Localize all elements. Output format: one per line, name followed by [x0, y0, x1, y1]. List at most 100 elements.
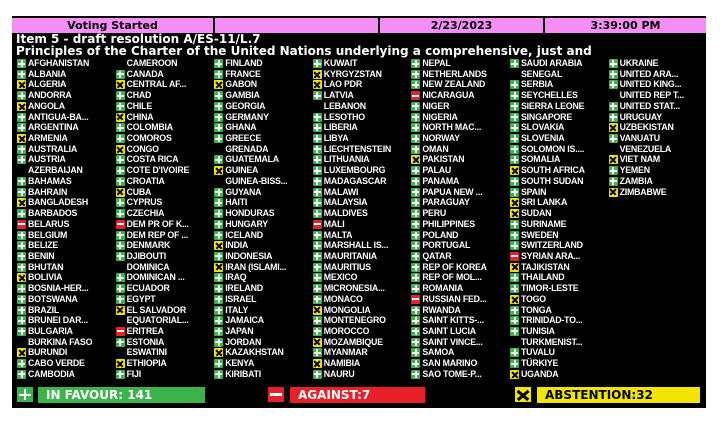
country-column: KUWAIT KYRGYZSTAN LAO PDR LATVIA LEBANON LESO…: [312, 58, 410, 380]
country-name: GHANA: [225, 122, 257, 133]
country-name: SAN MARINO: [422, 358, 478, 369]
plus-icon: [510, 187, 519, 197]
plus-icon: [312, 187, 322, 197]
country-name: ZIMBABWE: [619, 186, 667, 197]
country-name: COSTA RICA: [126, 154, 179, 165]
country-vote-row: BARBADOS: [17, 208, 114, 219]
plus-icon: [312, 134, 322, 144]
country-name: KIRIBATI: [225, 368, 262, 379]
in-favour-plus-icon: [17, 387, 33, 402]
country-vote-row: MAURITIUS: [312, 262, 410, 273]
against-minus-icon: [268, 387, 284, 402]
x-icon: [312, 359, 322, 369]
country-column: CAMEROON CANADA CENTRAL AF... CHAD CHILE CHIN…: [115, 58, 213, 380]
plus-icon: [115, 230, 125, 240]
country-name: SEYCHELLES: [521, 90, 578, 101]
plus-icon: [510, 348, 519, 358]
country-name: SERBIA: [521, 79, 554, 90]
country-vote-row: BURUNDI: [17, 347, 114, 358]
country-name: MALAWI: [323, 186, 359, 197]
country-vote-row: SOMALIA: [510, 154, 607, 165]
country-vote-row: GABON: [214, 79, 311, 90]
plus-icon: [411, 262, 421, 272]
country-vote-row: HAITI: [214, 197, 311, 208]
plus-icon: [115, 284, 125, 294]
country-name: DENMARK: [126, 240, 171, 251]
country-column: UKRAINE UNITED ARA... UNITED KING... UNITED…: [608, 58, 706, 198]
plus-icon: [214, 294, 224, 304]
plus-icon: [312, 112, 322, 122]
country-name: SAINT VINCE...: [422, 336, 483, 347]
country-name: ICELAND: [225, 229, 263, 240]
country-name: TRINIDAD-TO...: [521, 315, 583, 326]
country-vote-row: AUSTRALIA: [17, 144, 114, 155]
plus-icon: [411, 187, 421, 197]
country-vote-row: ROMANIA: [411, 283, 508, 294]
plus-icon: [214, 230, 224, 240]
country-name: LIECHTENSTEIN: [323, 143, 392, 154]
country-name: SYRIAN ARA...: [521, 250, 581, 261]
country-vote-row: MONACO: [312, 294, 410, 305]
country-name: SRI LANKA: [521, 197, 568, 208]
country-name: ZAMBIA: [619, 175, 653, 186]
x-icon: [312, 305, 322, 315]
plus-icon: [312, 262, 322, 272]
country-vote-row: ARMENIA: [17, 133, 114, 144]
plus-icon: [312, 198, 322, 208]
country-vote-row: NEW ZEALAND: [411, 79, 508, 90]
country-name: CHINA: [126, 111, 154, 122]
plus-icon: [411, 230, 421, 240]
country-vote-row: SAO TOME-P...: [411, 369, 508, 380]
country-vote-row: LATVIA: [312, 90, 410, 101]
country-vote-row: UNITED ARA...: [608, 69, 706, 80]
country-vote-row: SWEDEN: [510, 230, 607, 241]
plus-icon: [411, 80, 421, 90]
country-name: PERU: [422, 208, 447, 219]
x-icon: [17, 134, 26, 144]
country-name: LESOTHO: [323, 111, 365, 122]
country-name: ECUADOR: [126, 283, 170, 294]
country-vote-row: BAHAMAS: [17, 176, 114, 187]
country-name: ALGERIA: [28, 79, 67, 90]
country-vote-row: SAUDI ARABIA: [510, 58, 607, 69]
country-vote-row: RWANDA: [411, 305, 508, 316]
country-vote-row: SAINT VINCE...: [411, 337, 508, 348]
against-total: AGAINST:7: [290, 387, 425, 403]
plus-icon: [411, 326, 421, 336]
country-vote-row: KENYA: [214, 358, 311, 369]
country-name: UNITED STAT...: [619, 100, 681, 111]
country-name: HAITI: [225, 197, 248, 208]
plus-icon: [115, 176, 125, 186]
country-name: PARAGUAY: [422, 197, 470, 208]
country-name: KUWAIT: [323, 58, 358, 68]
country-name: HUNGARY: [225, 218, 268, 229]
country-vote-row: JORDAN: [214, 337, 311, 348]
country-vote-row: SEYCHELLES: [510, 90, 607, 101]
country-name: PHILIPPINES: [422, 218, 475, 229]
country-vote-row: REP OF KOREA: [411, 262, 508, 273]
country-vote-row: BRAZIL: [17, 305, 114, 316]
country-name: TUNISIA: [521, 325, 555, 336]
country-name: IRAQ: [225, 272, 247, 283]
country-vote-row: SIERRA LEONE: [510, 101, 607, 112]
plus-icon: [411, 198, 421, 208]
plus-icon: [312, 326, 322, 336]
country-vote-row: CANADA: [115, 68, 213, 80]
country-name: ANTIGUA-BA...: [28, 111, 89, 122]
country-vote-row: PORTUGAL: [411, 240, 508, 251]
country-vote-row: KAZAKHSTAN: [214, 347, 311, 358]
country-name: URUGUAY: [619, 111, 662, 122]
country-vote-row: ALBANIA: [17, 69, 114, 80]
country-name: SOUTH SUDAN: [521, 175, 584, 186]
country-vote-row: ZIMBABWE: [608, 186, 706, 198]
country-vote-row: NIGER: [411, 101, 508, 112]
country-name: PAPUA NEW ...: [422, 186, 483, 197]
country-name: CANADA: [126, 68, 164, 79]
country-vote-row: NIGERIA: [411, 112, 508, 123]
country-name: MARSHALL IS...: [323, 240, 389, 251]
country-vote-row: BELIZE: [17, 240, 114, 251]
country-name: PORTUGAL: [422, 240, 471, 251]
country-vote-row: NAURU: [312, 369, 410, 380]
country-name: DOMINICA: [126, 261, 170, 272]
country-name: LUXEMBOURG: [323, 165, 386, 176]
